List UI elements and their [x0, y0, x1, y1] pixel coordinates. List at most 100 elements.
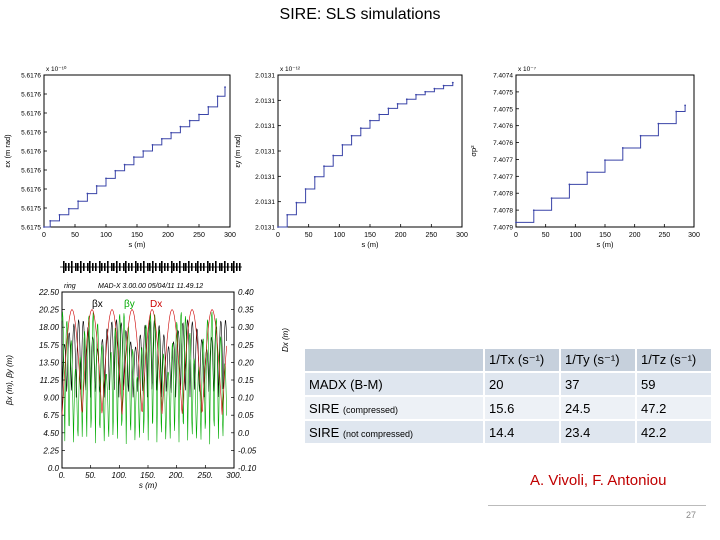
lattice-element — [224, 261, 226, 273]
y-axis-label: εx (m rad) — [3, 134, 12, 168]
data-point — [133, 156, 135, 158]
y-tick-label-right: 0.10 — [238, 394, 254, 403]
y-tick-label-right: 0.25 — [238, 341, 254, 350]
data-point — [151, 144, 154, 146]
data-point — [621, 147, 624, 149]
x-tick-label: 300. — [226, 471, 242, 480]
data-point — [532, 209, 535, 212]
madx-optics-plot: MAD-X 3.00.00 05/04/11 11.49.12 ring 0.0 2.… — [5, 260, 290, 490]
x-tick-label: 50. — [85, 471, 96, 480]
y-tick-label: 7.4075 — [493, 89, 513, 96]
data-point — [105, 177, 107, 180]
lattice-element — [176, 263, 178, 271]
y-tick-label-left: 18.00 — [39, 323, 60, 332]
plot-area: 0 50 100 150 200 250 300 2.0131 2.0131 2.0131 2.01… — [233, 66, 468, 249]
lattice-element — [75, 263, 77, 271]
x-tick-label: 100 — [569, 232, 581, 239]
lattice-element — [63, 261, 65, 273]
lattice-element — [92, 263, 94, 271]
x-tick-label: 0 — [276, 232, 280, 239]
lattice-element — [173, 263, 175, 271]
page-number: 27 — [685, 510, 696, 520]
y-tick-label: 2.0131 — [255, 149, 275, 156]
x-tick-label: 200 — [162, 232, 174, 239]
lattice-element — [111, 263, 113, 271]
y-tick-label: 5.6176 — [21, 149, 41, 156]
data-point — [304, 188, 307, 190]
lattice-element — [171, 261, 173, 273]
y-tick-label-left: 6.75 — [43, 411, 59, 420]
y-tick-label: 5.6176 — [21, 111, 41, 118]
table-header-cell: 1/Ty (s⁻¹) — [561, 349, 635, 371]
data-point — [378, 113, 381, 116]
x-tick-label: 200. — [168, 471, 185, 480]
y-axis-label: εy (m rad) — [233, 134, 242, 168]
data-point — [341, 144, 344, 146]
data-point — [277, 226, 279, 228]
data-point — [123, 163, 126, 166]
data-point — [198, 113, 200, 116]
y-tick-label-right: 0.0 — [238, 429, 250, 438]
lattice-element — [80, 261, 82, 273]
y-tick-label: 7.4074 — [493, 73, 513, 80]
data-point — [359, 127, 362, 130]
y-tick-label: 2.0131 — [255, 225, 275, 232]
data-point — [684, 104, 686, 107]
beta-x-line — [61, 319, 227, 398]
y-tick-label: 2.0131 — [255, 98, 275, 105]
lattice-element — [161, 261, 163, 273]
y-tick-label: 5.6176 — [21, 168, 41, 175]
axis-multiplier: x 10⁻¹⁰ — [46, 65, 67, 73]
y-axis-label: σp² — [469, 145, 478, 157]
table-header-cell — [305, 349, 483, 371]
table-row-label: SIRE (not compressed) — [305, 421, 483, 443]
y-tick-label: 7.4076 — [493, 123, 513, 130]
y-axis-label-right: Dx (m) — [281, 328, 290, 352]
table-row: MADX (B-M) 20 37 59 — [305, 373, 711, 395]
x-axis-label: s (m) — [128, 240, 146, 249]
lattice-element — [209, 263, 211, 271]
y-tick-label-left: 11.25 — [40, 376, 60, 385]
y-tick-label-right: -0.05 — [238, 446, 257, 455]
data-point — [95, 185, 98, 187]
data-point — [550, 197, 553, 200]
lattice-element — [137, 263, 139, 271]
lattice-element — [149, 263, 151, 271]
x-tick-label: 150 — [364, 232, 376, 239]
y-tick-label-right: 0.40 — [238, 288, 254, 297]
y-tick-label: 2.0131 — [255, 174, 275, 181]
lattice-element — [212, 263, 214, 271]
x-axis-label: s (m) — [361, 240, 379, 249]
lattice-element — [159, 263, 161, 271]
x-tick-label: 250 — [425, 232, 437, 239]
x-tick-label: 100 — [333, 232, 345, 239]
lattice-element — [99, 261, 101, 273]
data-point — [77, 200, 79, 203]
table-cell: 23.4 — [561, 421, 635, 443]
data-point — [657, 122, 660, 125]
slide-title: SIRE: SLS simulations — [279, 6, 441, 23]
x-axis-label: s (m) — [596, 240, 614, 249]
legend-entry: Dx — [150, 299, 162, 310]
table-header-cell: 1/Tx (s⁻¹) — [485, 349, 559, 371]
x-tick-label: 150 — [131, 232, 143, 239]
y-tick-label: 7.4075 — [493, 106, 513, 113]
table-cell: 20 — [485, 373, 559, 395]
data-point — [387, 107, 390, 110]
x-tick-label: 300 — [688, 232, 700, 239]
data-point — [224, 86, 226, 89]
data-point — [675, 110, 678, 113]
y-axis-label-left: βx (m), βy (m) — [5, 355, 14, 406]
lattice-element — [152, 261, 154, 273]
y-tick-label-right: 0.20 — [238, 358, 254, 367]
authors: A. Vivoli, F. Antoniou — [530, 472, 667, 489]
table-row-label: SIRE (compressed) — [305, 397, 483, 419]
data-point — [179, 125, 182, 128]
lattice-element — [147, 263, 149, 271]
series-line — [278, 82, 454, 228]
x-tick-label: 200 — [395, 232, 407, 239]
lattice-element — [203, 263, 205, 271]
y-tick-label-left: 9.00 — [43, 394, 59, 403]
y-tick-label-right: 0.15 — [238, 376, 254, 385]
lattice-element — [215, 261, 217, 273]
